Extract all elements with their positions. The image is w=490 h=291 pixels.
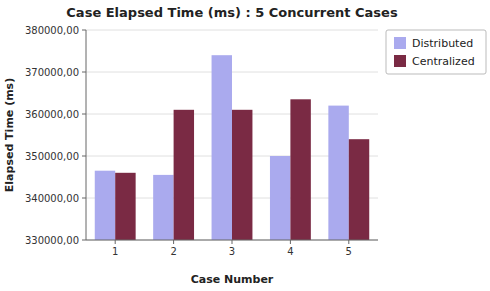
x-tick-label: 3 (229, 246, 235, 257)
chart: Case Elapsed Time (ms) : 5 Concurrent Ca… (0, 0, 490, 291)
x-tick-label: 5 (346, 246, 352, 257)
x-tick (290, 240, 291, 244)
x-tick-label: 4 (287, 246, 293, 257)
bar (270, 156, 290, 240)
y-tick (82, 240, 86, 241)
y-axis (86, 30, 87, 240)
page: {"chart_data": {"type": "bar", "title": … (0, 0, 490, 291)
bar (212, 55, 232, 240)
x-tick (348, 240, 349, 244)
legend-swatch (394, 37, 406, 49)
x-axis-label: Case Number (191, 273, 274, 286)
title: Case Elapsed Time (ms) : 5 Concurrent Ca… (66, 5, 398, 20)
legend-box (386, 30, 486, 74)
bar (153, 175, 173, 240)
bar (95, 171, 115, 240)
y-tick (82, 156, 86, 157)
bars (95, 55, 369, 240)
x-tick (232, 240, 233, 244)
legend-swatch (394, 55, 406, 67)
y-tick (82, 72, 86, 73)
x-tick (115, 240, 116, 244)
legend-label: Distributed (412, 37, 473, 50)
x-tick-label: 2 (170, 246, 176, 257)
grid-line (86, 30, 378, 31)
legend: Distributed Centralized (386, 30, 486, 74)
y-tick (82, 114, 86, 115)
y-tick (82, 198, 86, 199)
y-tick-label: 330000,00 (25, 235, 79, 246)
bar (290, 99, 310, 240)
y-tick-label: 350000,00 (25, 151, 79, 162)
y-tick (82, 30, 86, 31)
bar (115, 173, 135, 240)
y-tick-label: 380000,00 (25, 25, 79, 36)
y-tick-label: 340000,00 (25, 193, 79, 204)
legend-label: Centralized (412, 55, 475, 68)
bar (174, 110, 194, 240)
x-tick-label: 1 (112, 246, 118, 257)
y-tick-label: 360000,00 (25, 109, 79, 120)
bar (349, 139, 369, 240)
bar (232, 110, 252, 240)
bar (328, 106, 348, 240)
y-axis-label: Elapsed Time (ms) (3, 78, 16, 192)
y-tick-label: 370000,00 (25, 67, 79, 78)
x-tick (173, 240, 174, 244)
